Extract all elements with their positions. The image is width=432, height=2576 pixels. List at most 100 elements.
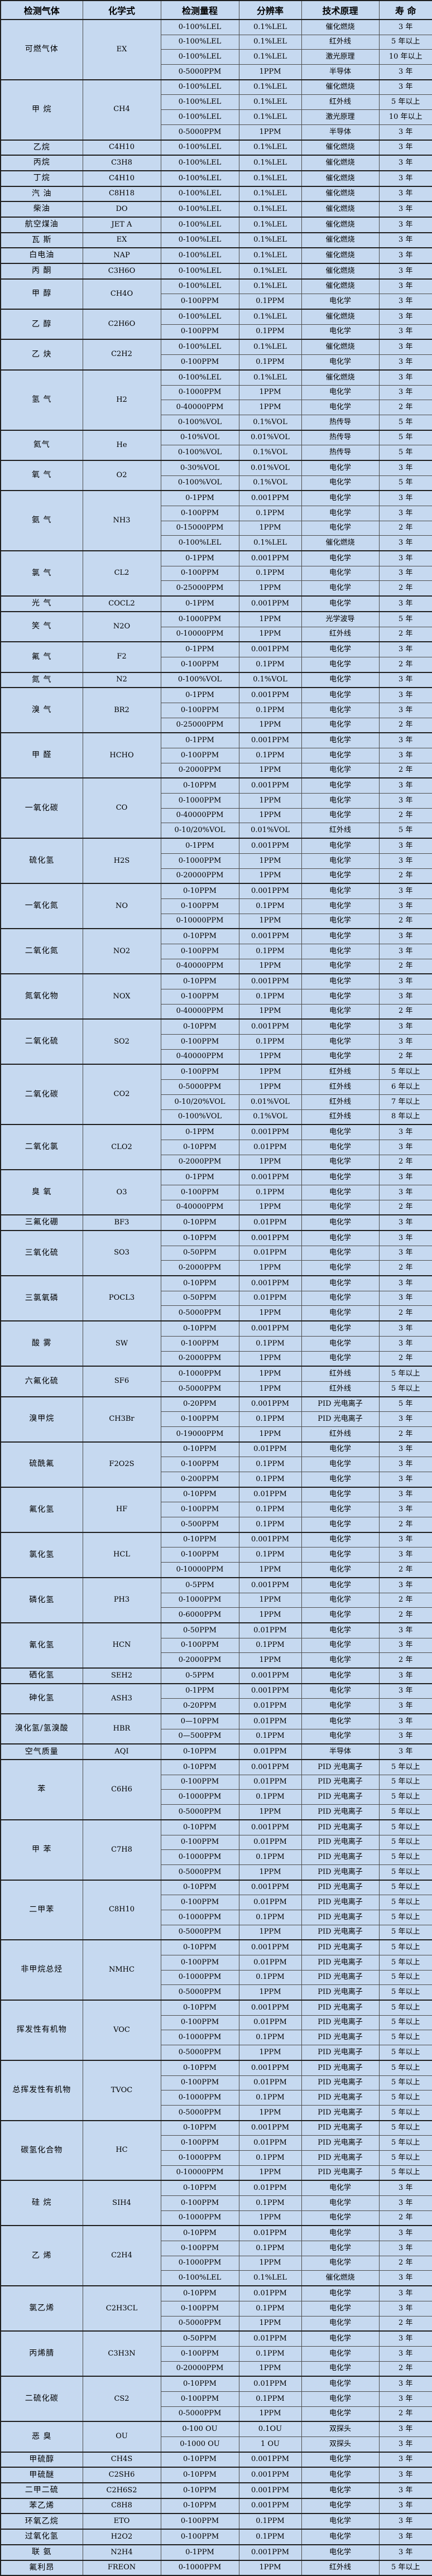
range-cell: 0-10PPM [160, 1275, 239, 1291]
principle-cell: 电化学 [301, 2241, 380, 2256]
lifespan-cell: 3 年 [378, 201, 432, 218]
resolution-cell: 1PPM [238, 1804, 302, 1820]
lifespan-cell: 3 年 [378, 1457, 432, 1472]
range-cell: 0-1PPM [160, 1124, 239, 1140]
resolution-cell: 0.01PPM [238, 1895, 302, 1910]
principle-cell: 电化学 [301, 1199, 380, 1215]
lifespan-cell: 2 年 [378, 1049, 432, 1065]
lifespan-cell: 2 年 [378, 762, 432, 778]
lifespan-cell: 3 年 [378, 2346, 432, 2362]
table-row: 可燃气体 EX 0-100%LEL 0.1%LEL 催化燃烧 3 年 [0, 18, 432, 80]
range-cell: 0-2000PPM [160, 1260, 239, 1276]
principle-cell: 电化学 [301, 506, 380, 521]
range-cell: 0-100%LEL [160, 216, 239, 233]
lifespan-cell: 3 年 [378, 506, 432, 521]
lifespan-cell: 2 年 [378, 1562, 432, 1578]
range-cell: 0-10PPM [160, 1139, 239, 1155]
formula-cell: SW [82, 1320, 161, 1367]
resolution-cell: 0.001PPM [238, 2544, 302, 2560]
formula-cell: HF [82, 1486, 161, 1533]
lifespan-cell: 2 年 [378, 1003, 432, 1020]
principle-cell: 电化学 [301, 1486, 380, 1503]
resolution-cell: 1PPM [238, 1984, 302, 2001]
formula-cell: FREON [82, 2559, 161, 2576]
range-cell: 0-10PPM [160, 973, 239, 990]
range-cell: 0-25000PPM [160, 580, 239, 597]
table-row: 0-1000PPM 0.1PPM PID 光电离子 5 年以上 [1, 2090, 432, 2106]
principle-cell: 催化燃烧 [301, 535, 380, 551]
principle-cell: 电化学 [301, 777, 380, 794]
range-cell: 0-10PPM [160, 2000, 239, 2016]
resolution-cell: 0.1PPM [238, 2346, 302, 2362]
range-cell: 0-5000PPM [160, 2104, 239, 2121]
range-cell: 0-2000PPM [160, 1154, 239, 1170]
table-row: 甲 烷 CH4 0-100%LEL 0.1%LEL 催化燃烧 3 年 [0, 79, 432, 140]
range-cell: 0-100PPM [160, 506, 239, 521]
range-cell: 0-100%LEL [160, 155, 239, 171]
range-cell: 0-100%LEL [160, 170, 239, 187]
principle-cell: 电化学 [301, 1457, 380, 1472]
gas-name-cell: 氧 气 [0, 459, 83, 491]
principle-cell: 催化燃烧 [301, 18, 380, 35]
table-row: 0—500PPM 0.1PPM 电化学 3 年 [1, 1728, 432, 1744]
formula-cell: DO [82, 201, 161, 218]
resolution-cell: 1PPM [238, 808, 302, 824]
lifespan-cell: 3 年 [378, 1290, 432, 1306]
range-cell: 0-100%LEL [160, 339, 239, 355]
range-cell: 0-100%LEL [160, 109, 239, 125]
table-row: 乙 炔 C2H2 0-100%LEL 0.1%LEL 催化燃烧 3 年 [0, 339, 432, 371]
resolution-cell: 0.01PPM [238, 1774, 302, 1790]
lifespan-cell: 5 年以上 [378, 1955, 432, 1971]
lifespan-cell: 2 年 [378, 717, 432, 733]
range-cell: 0-1000PPM [160, 1909, 239, 1925]
lifespan-cell: 2 年 [378, 2315, 432, 2332]
resolution-cell: 0.01PPM [238, 1622, 302, 1638]
gas-name-cell: 甲 醛 [0, 732, 83, 778]
table-row: 0-6000PPM 1PPM 电化学 2 年 [1, 1607, 432, 1623]
resolution-cell: 0.01%VOL [238, 459, 302, 476]
principle-cell: 电化学 [301, 641, 380, 657]
gas-name-cell: 硫化氢 [0, 838, 83, 884]
range-cell: 0-100 OU [160, 2421, 239, 2438]
principle-cell: 电化学 [301, 1124, 380, 1140]
lifespan-cell: 3 年 [378, 732, 432, 749]
resolution-cell: 0.1%LEL [238, 18, 302, 35]
principle-cell: 电化学 [301, 2361, 380, 2377]
lifespan-cell: 5 年以上 [378, 2059, 432, 2076]
lifespan-cell: 3 年 [378, 928, 432, 944]
table-row: 甲 醛 HCHO 0-1PPM 0.001PPM 电化学 3 年 [0, 732, 432, 778]
range-cell: 0-100%LEL [160, 185, 239, 202]
resolution-cell: 0.1%LEL [238, 185, 302, 202]
range-cell: 0-100%LEL [160, 49, 239, 65]
formula-cell: NO [82, 883, 161, 929]
range-cell: 0-100PPM [160, 1457, 239, 1472]
resolution-cell: 1PPM [238, 2255, 302, 2271]
range-cell: 0-1000PPM [160, 385, 239, 401]
principle-cell: 电化学 [301, 748, 380, 763]
formula-cell: C4H10 [82, 139, 161, 156]
header-principle: 技术原理 [301, 0, 380, 20]
principle-cell: 电化学 [301, 1547, 380, 1563]
resolution-cell: 1PPM [238, 2406, 302, 2422]
resolution-cell: 0.1%LEL [238, 2270, 302, 2286]
principle-cell: 电化学 [301, 1667, 380, 1684]
principle-cell: PID 光电离子 [301, 1969, 380, 1986]
resolution-cell: 0.001PPM [238, 2497, 302, 2514]
table-row: 0-10/20%VOL 0.01%VOL 红外线 5 年 [1, 823, 432, 839]
resolution-cell: 1PPM [238, 1079, 302, 1095]
table-row: 0-100PPM 0.1PPM 电化学 3 年 [1, 989, 432, 1005]
lifespan-cell: 5 年以上 [378, 1759, 432, 1775]
range-cell: 0-40000PPM [160, 1199, 239, 1215]
resolution-cell: 0.001PPM [238, 732, 302, 749]
lifespan-cell: 3 年 [378, 1018, 432, 1035]
table-row: 氟化氢 HF 0-10PPM 0.01PPM 电化学 3 年 [0, 1486, 432, 1533]
gas-name-cell: 丁烷 [0, 170, 83, 187]
formula-cell: NAP [82, 247, 161, 264]
resolution-cell: 1PPM [238, 64, 302, 80]
principle-cell: PID 光电离子 [301, 1396, 380, 1412]
principle-cell: PID 光电离子 [301, 1789, 380, 1805]
table-row: 0-100%LEL 0.1%LEL 激光原理 10 年以上 [1, 109, 432, 125]
range-cell: 0-1PPM [160, 2544, 239, 2560]
table-row: 恶 臭 OU 0-100 OU 0.1OU 双探头 3 年 [0, 2421, 432, 2453]
range-cell: 0-10PPM [160, 2225, 239, 2242]
